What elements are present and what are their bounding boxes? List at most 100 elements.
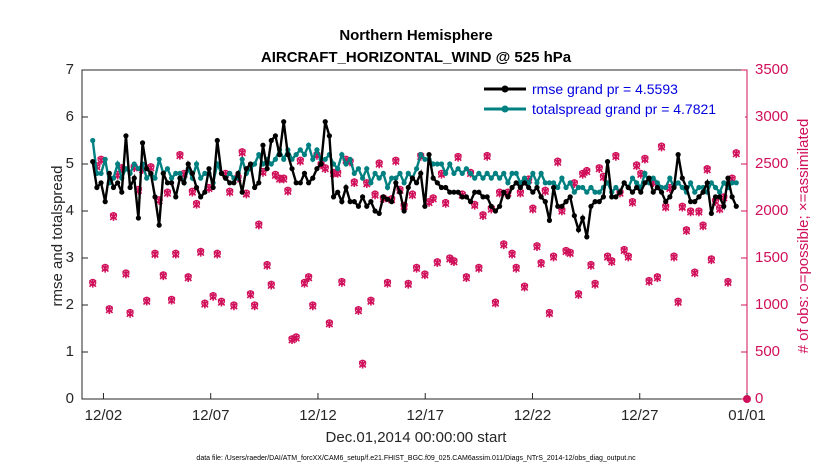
obs-assimilated-marker [263, 261, 271, 270]
obs-assimilated-marker [192, 200, 201, 209]
series-point [351, 170, 357, 176]
series-point [90, 159, 96, 165]
x-tick-label: 12/22 [514, 407, 552, 424]
series-point [692, 189, 698, 195]
obs-assimilated-marker [184, 273, 192, 282]
series-point [580, 184, 586, 191]
series-point [696, 194, 702, 200]
y2-tick-label: 1000 [755, 296, 788, 313]
x-axis: 12/02 12/07 12/12 12/17 12/22 12/27 01/01 [85, 393, 766, 424]
series-point [397, 170, 403, 176]
series-point [413, 180, 420, 186]
series-point [729, 180, 735, 186]
series-point [301, 152, 308, 158]
series-point [181, 180, 187, 186]
series-point [422, 203, 428, 209]
y2-tick-label: 2500 [755, 155, 788, 172]
obs-assimilated-marker [375, 159, 383, 169]
series-point [335, 166, 341, 172]
obs-assimilated-marker [574, 290, 583, 299]
series-point [721, 180, 727, 186]
series-point [455, 189, 461, 195]
series-point [326, 133, 332, 139]
series-point [185, 161, 191, 167]
obs-assimilated-marker [300, 279, 309, 288]
obs-assimilated-marker [732, 149, 741, 158]
series-point [683, 184, 690, 191]
series-point [596, 199, 602, 205]
series-point [314, 147, 320, 153]
y2-tick-label: 2000 [755, 202, 788, 219]
series-point [526, 180, 532, 186]
series-point [264, 166, 270, 172]
obs-assimilated-marker [462, 273, 471, 282]
series-point [717, 189, 723, 195]
series-point [733, 180, 739, 186]
obs-assimilated-marker [483, 152, 491, 161]
series-point [139, 140, 146, 146]
obs-assimilated-marker [201, 299, 209, 309]
series-point [459, 194, 465, 200]
series-point [364, 166, 370, 172]
obs-assimilated-marker [520, 283, 529, 292]
obs-assimilated-marker [101, 264, 109, 273]
series-point [252, 184, 258, 191]
series-point [488, 175, 494, 181]
series-point [426, 152, 432, 158]
series-point [173, 194, 179, 200]
series-point [642, 180, 648, 186]
obs-assimilated-marker [661, 203, 670, 212]
y2-tick-label: 3500 [755, 61, 788, 78]
series-point [476, 189, 482, 195]
series-point [692, 199, 698, 205]
series-point [102, 199, 108, 205]
series-point [306, 180, 312, 186]
obs-assimilated-marker [537, 259, 545, 268]
obs-assimilated-marker [209, 292, 217, 301]
y-tick-label: 2 [66, 296, 74, 313]
series-point [521, 180, 528, 186]
series-point [542, 199, 548, 205]
obs-assimilated-marker [690, 268, 699, 278]
obs-assimilated-marker [686, 207, 695, 217]
series-point [227, 170, 233, 176]
obs-assimilated-marker [404, 280, 413, 289]
obs-assimilated-marker [541, 187, 550, 196]
series-point [559, 203, 565, 209]
series-point [231, 180, 237, 186]
obs-assimilated-marker [475, 264, 483, 273]
series-point [733, 203, 739, 209]
series-point [405, 184, 411, 191]
obs-assimilated-marker [176, 151, 184, 160]
obs-assimilated-marker [225, 188, 234, 197]
series-point [297, 180, 303, 186]
obs-assimilated-marker [446, 254, 454, 264]
series-point [671, 184, 677, 191]
series-point [492, 170, 499, 176]
series-point [115, 161, 121, 167]
series-point [413, 166, 420, 172]
obs-assimilated-marker [279, 174, 288, 184]
series-point [654, 180, 660, 186]
obs-assimilated-marker [213, 250, 222, 259]
obs-assimilated-marker [500, 240, 508, 250]
series-point [397, 189, 403, 195]
series-lines [90, 119, 739, 240]
series-point [451, 170, 457, 176]
series-point [268, 161, 274, 167]
series-point [372, 170, 378, 176]
series-point [667, 194, 673, 200]
series-point [575, 227, 582, 233]
series-point [555, 184, 561, 191]
series-point [164, 166, 171, 172]
series-point [729, 194, 735, 200]
series-point [156, 156, 162, 162]
series-point [239, 156, 245, 162]
series-point [160, 170, 166, 176]
series-point [123, 133, 129, 139]
series-point [355, 166, 362, 172]
obs-assimilated-marker [412, 264, 421, 273]
series-point [617, 189, 623, 195]
series-point [297, 147, 303, 153]
series-point [517, 180, 523, 186]
